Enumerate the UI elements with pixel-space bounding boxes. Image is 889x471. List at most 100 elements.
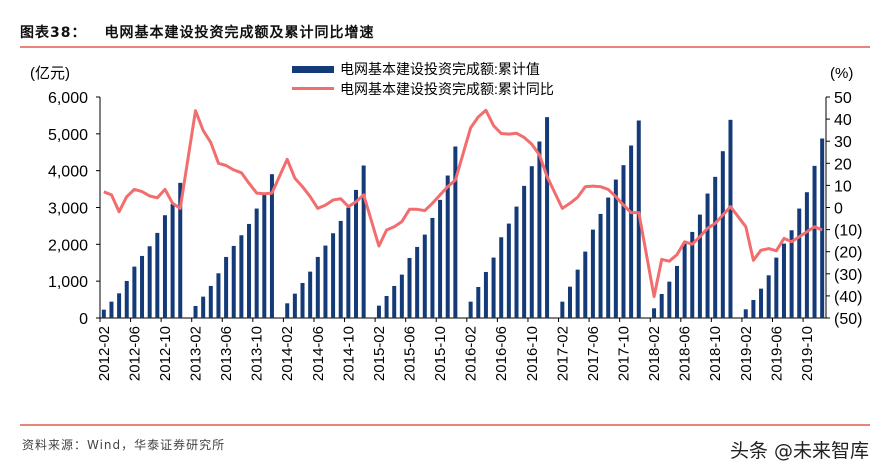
- bar: [667, 281, 672, 318]
- left-tick-label: 0: [79, 311, 88, 328]
- bar: [285, 303, 290, 318]
- bar: [338, 220, 343, 318]
- bar: [820, 138, 825, 318]
- bar: [415, 246, 420, 318]
- bar: [583, 251, 588, 318]
- bar: [766, 275, 771, 318]
- bar: [445, 175, 450, 318]
- bar: [774, 257, 779, 318]
- bar: [140, 255, 145, 318]
- bar: [124, 280, 129, 318]
- right-tick-label: (40): [834, 289, 862, 306]
- right-tick-label: 30: [834, 134, 852, 151]
- bar: [789, 230, 794, 318]
- bar: [652, 308, 657, 318]
- right-tick-label: 10: [834, 178, 852, 195]
- bar: [682, 243, 687, 318]
- bar: [506, 223, 511, 318]
- footer-divider: [20, 424, 870, 426]
- right-tick-label: (10): [834, 223, 862, 240]
- x-tick-label: 2012-02: [96, 326, 113, 381]
- x-tick-label: 2013-02: [188, 326, 205, 381]
- bar: [132, 266, 137, 318]
- bar: [155, 232, 160, 318]
- left-axis-unit: (亿元): [30, 65, 70, 82]
- bar: [537, 141, 542, 318]
- bar: [713, 176, 718, 318]
- bar: [621, 165, 626, 318]
- bar: [690, 231, 695, 318]
- bar: [674, 265, 679, 318]
- bar: [323, 245, 328, 318]
- bar: [239, 235, 244, 318]
- x-tick-label: 2015-10: [432, 326, 449, 381]
- bar: [659, 293, 664, 318]
- bar: [231, 245, 236, 318]
- x-tick-label: 2012-06: [126, 326, 143, 381]
- x-tick-label: 2014-10: [340, 326, 357, 381]
- bar: [292, 293, 297, 318]
- bar: [468, 301, 473, 318]
- bar: [697, 214, 702, 318]
- bar: [384, 295, 389, 318]
- x-tick-label: 2017-02: [554, 326, 571, 381]
- bar: [491, 257, 496, 318]
- bar: [499, 237, 504, 318]
- chart-svg: 0 1,000 2,000 3,000 4,000 5,000 6,000 (50) (40) (…: [30, 61, 862, 381]
- bar: [453, 146, 458, 318]
- bar: [483, 271, 488, 318]
- bar: [170, 203, 175, 318]
- bar: [269, 174, 274, 318]
- bar: [728, 119, 733, 318]
- x-tick-label: 2012-10: [157, 326, 174, 381]
- bar: [422, 234, 427, 318]
- bar: [545, 117, 550, 319]
- bar: [804, 192, 809, 318]
- figure-number: 图表38：: [20, 25, 87, 41]
- x-tick-label: 2016-06: [493, 326, 510, 381]
- bar: [178, 182, 183, 318]
- bar: [331, 233, 336, 318]
- x-tick-label: 2013-10: [249, 326, 266, 381]
- bar: [720, 151, 725, 318]
- right-tick-label: (20): [834, 245, 862, 262]
- bar: [392, 285, 397, 318]
- bar: [300, 282, 305, 318]
- legend-label-line: 电网基本建设投资完成额:累计同比: [340, 81, 554, 97]
- x-tick-label: 2015-02: [371, 326, 388, 381]
- bar: [117, 293, 122, 318]
- bar: [751, 299, 756, 318]
- bar: [376, 305, 381, 318]
- bar: [743, 309, 748, 318]
- left-tick-label: 2,000: [48, 237, 88, 254]
- right-tick-label: 40: [834, 112, 852, 129]
- x-tick-label: 2019-06: [768, 326, 785, 381]
- x-tick-label: 2017-10: [615, 326, 632, 381]
- bar: [308, 271, 313, 318]
- bar: [567, 286, 572, 318]
- watermark: 头条 @未来智库: [729, 440, 869, 462]
- right-tick-label: 0: [834, 201, 843, 218]
- figure-title-text: 电网基本建设投资完成额及累计同比增速: [104, 25, 375, 41]
- bar: [705, 193, 710, 318]
- bar: [575, 269, 580, 318]
- bar: [590, 229, 595, 318]
- bar: [346, 207, 351, 318]
- title-divider: [20, 46, 870, 48]
- bar: [262, 193, 267, 318]
- source-note: 资料来源：Wind，华泰证券研究所: [22, 438, 226, 452]
- legend-swatch-line: [292, 87, 334, 90]
- left-tick-label: 4,000: [48, 164, 88, 181]
- bar: [224, 256, 229, 318]
- bar: [812, 165, 817, 318]
- left-tick-label: 1,000: [48, 274, 88, 291]
- bar: [476, 286, 481, 318]
- bar: [759, 288, 764, 318]
- x-tick-label: 2018-02: [646, 326, 663, 381]
- bar: [354, 189, 359, 318]
- x-tick-label: 2016-10: [524, 326, 541, 381]
- x-tick-label: 2015-06: [402, 326, 419, 381]
- left-tick-label: 3,000: [48, 201, 88, 218]
- bar: [109, 301, 114, 318]
